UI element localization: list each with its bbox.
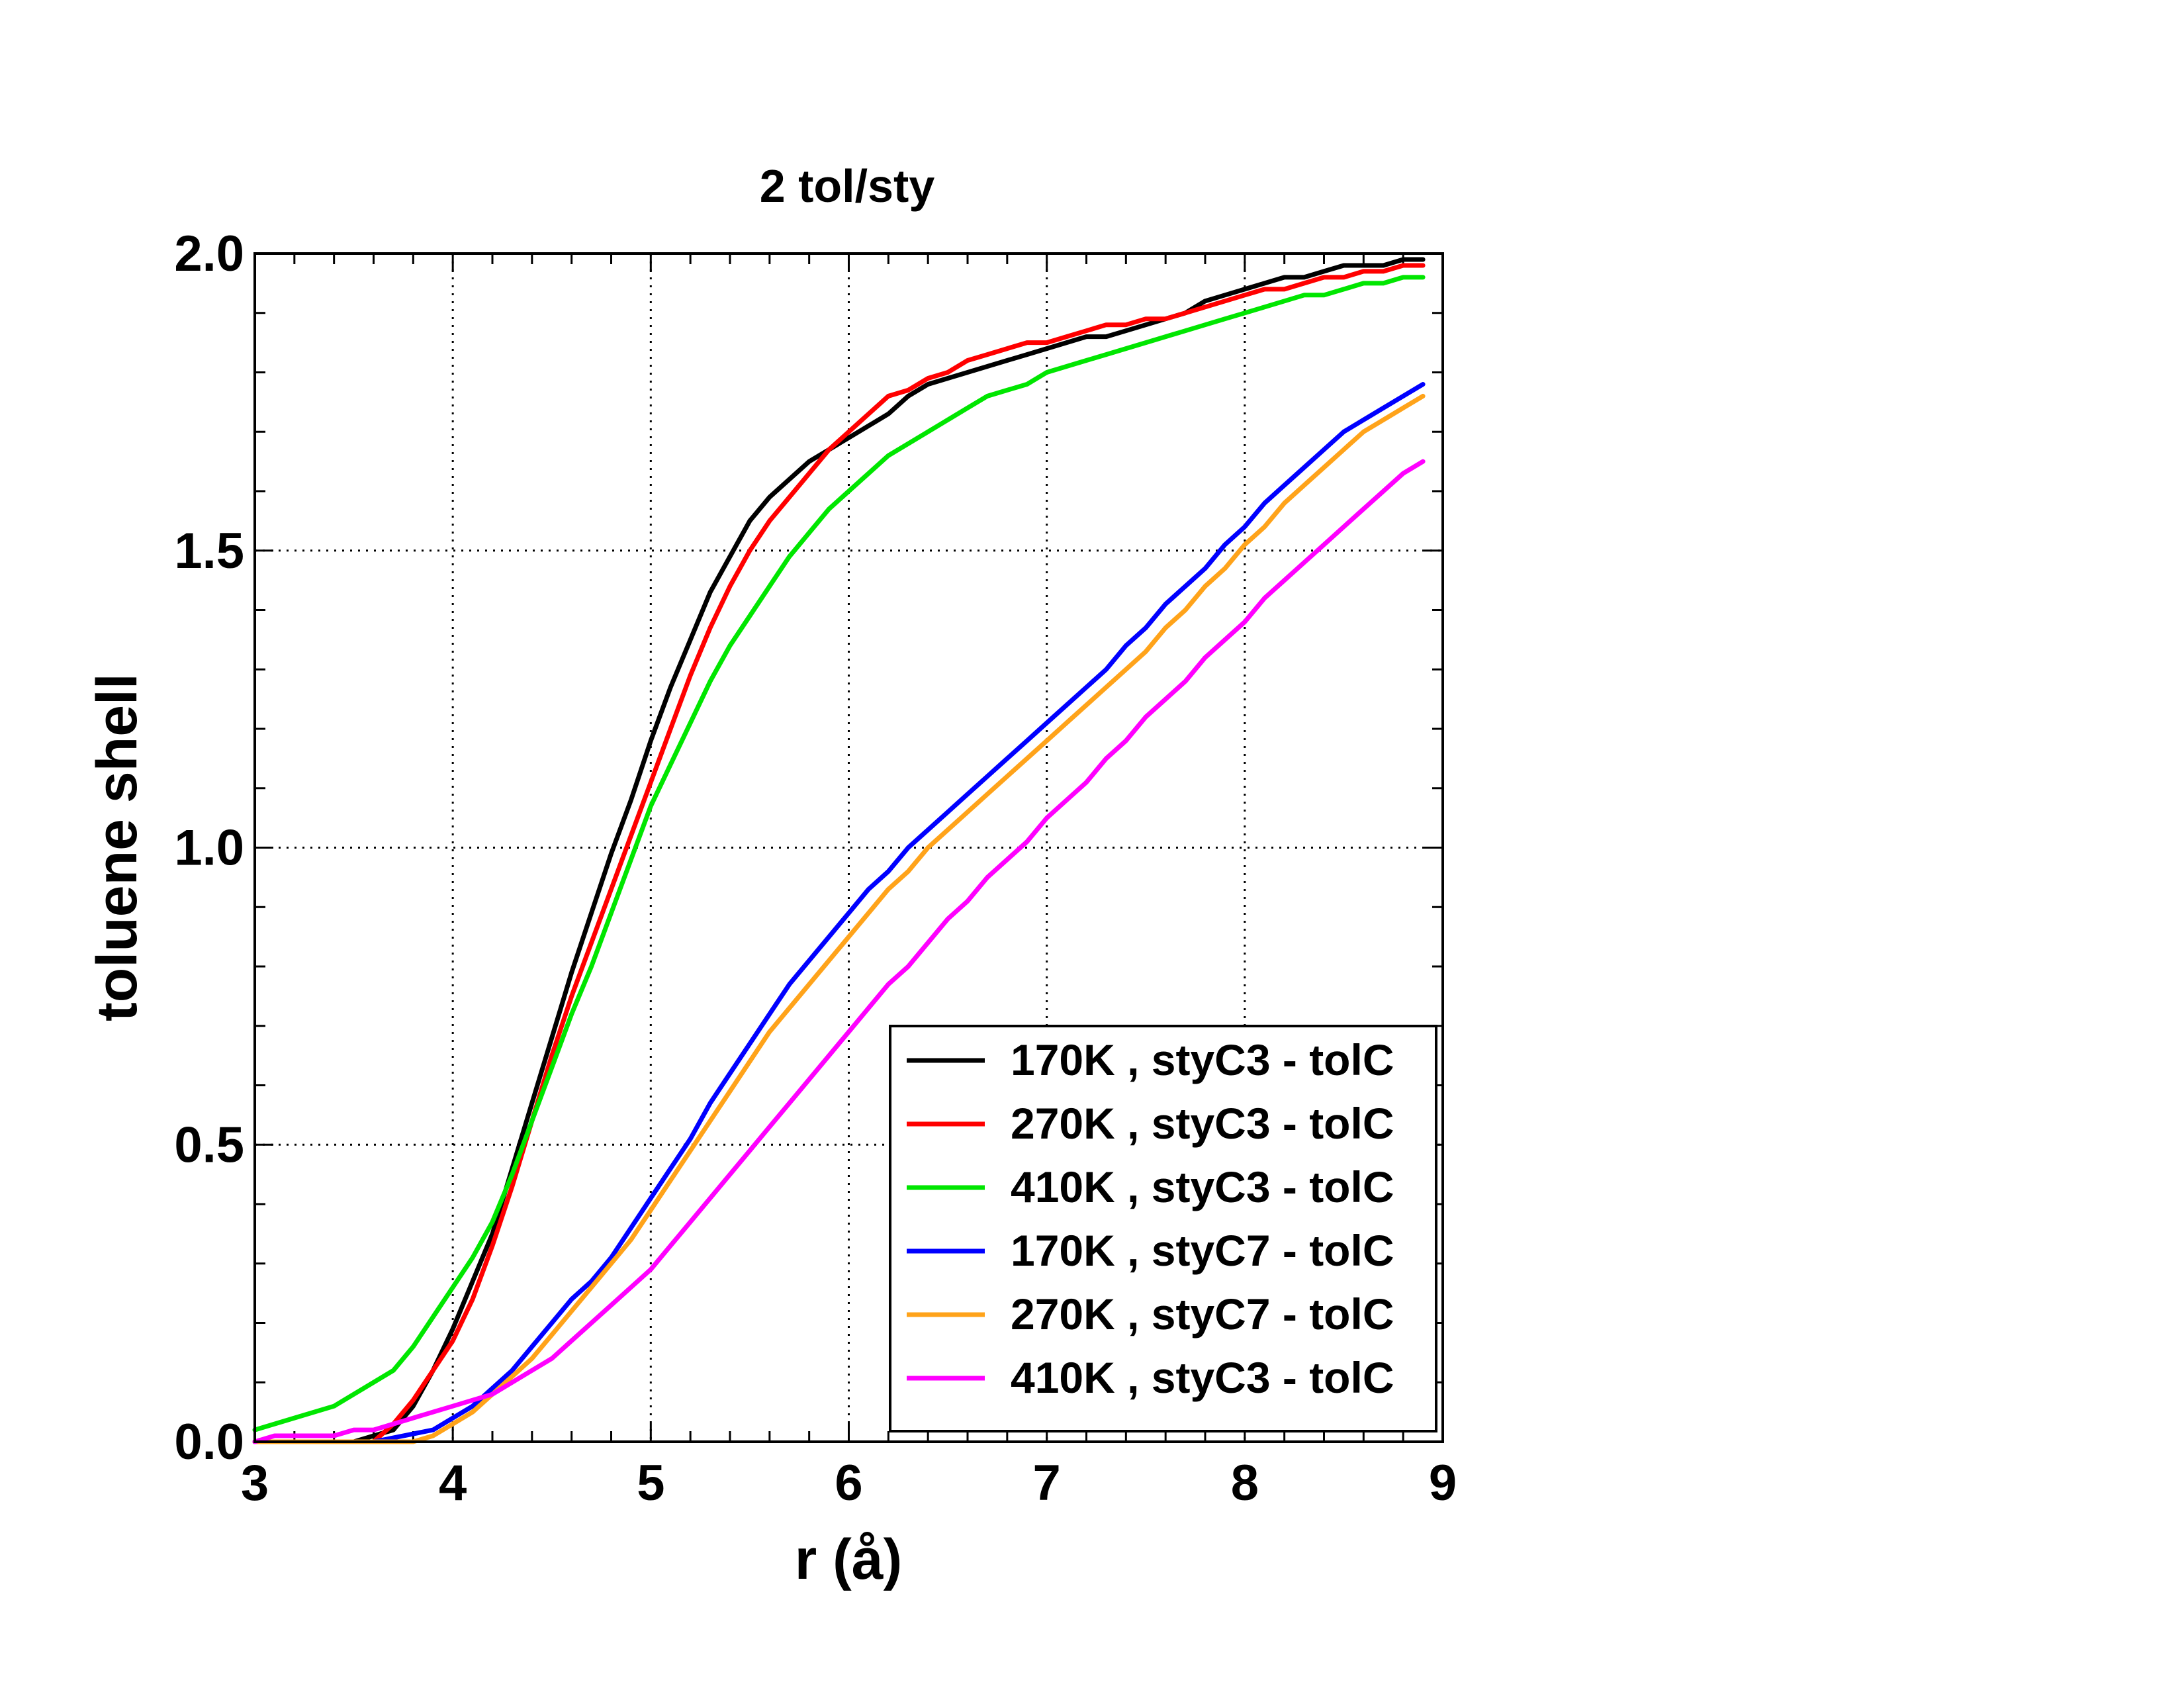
y-tick-label: 1.0 [174, 820, 244, 876]
series-line-6 [252, 459, 1426, 1444]
x-tick-label: 5 [637, 1455, 664, 1511]
legend-box [889, 1025, 1437, 1432]
series-line-4 [252, 382, 1426, 1444]
legend: 170K , styC3 - tolC 270K , styC3 - tolC 41… [889, 1025, 1437, 1432]
x-tick-label: 4 [439, 1455, 467, 1511]
x-tick-label: 6 [835, 1455, 862, 1511]
legend-label: 270K , styC7 - tolC [1011, 1289, 1394, 1338]
series-line-3 [252, 275, 1426, 1432]
x-tick-label: 3 [241, 1455, 269, 1511]
tick-labels: 3 4 5 6 7 8 9 0.0 0.5 1.0 1.5 2.0 [174, 226, 1457, 1511]
chart-title: 2 tol/sty [760, 160, 935, 212]
y-axis-label: toluene shell [85, 673, 149, 1021]
x-tick-label: 8 [1231, 1455, 1259, 1511]
y-tick-label: 1.5 [174, 523, 244, 579]
series-line-2 [252, 263, 1426, 1444]
series-lines [252, 257, 1426, 1444]
legend-label: 270K , styC3 - tolC [1011, 1099, 1394, 1148]
legend-label: 170K , styC3 - tolC [1011, 1035, 1394, 1084]
series-line-5 [252, 393, 1426, 1444]
x-tick-label: 7 [1033, 1455, 1061, 1511]
y-tick-label: 0.0 [174, 1414, 244, 1470]
x-axis-label: r (å) [795, 1528, 902, 1591]
legend-label: 410K , styC3 - tolC [1011, 1162, 1394, 1211]
y-tick-label: 0.5 [174, 1117, 244, 1173]
y-tick-label: 2.0 [174, 226, 244, 282]
x-tick-label: 9 [1429, 1455, 1457, 1511]
legend-label: 170K , styC7 - tolC [1011, 1226, 1394, 1275]
legend-label: 410K , styC3 - tolC [1011, 1353, 1394, 1402]
plot-frame [253, 252, 1444, 1443]
